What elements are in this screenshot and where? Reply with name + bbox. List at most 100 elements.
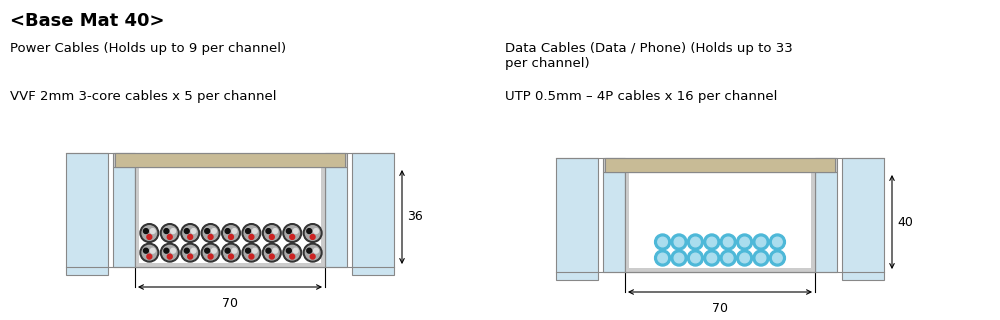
Bar [135,167,325,267]
Text: <Base Mat 40>: <Base Mat 40> [10,12,164,30]
Bar [815,158,837,172]
Circle shape [266,248,271,253]
Circle shape [142,226,157,240]
Circle shape [229,235,233,239]
Bar [66,153,108,275]
Bar [603,172,625,272]
Bar [842,158,884,280]
Circle shape [191,228,196,234]
Circle shape [314,248,318,253]
Bar [625,268,815,272]
Circle shape [769,234,785,250]
Circle shape [723,237,733,247]
Circle shape [140,224,159,242]
Circle shape [142,245,157,260]
Circle shape [305,245,320,260]
Circle shape [150,228,155,234]
Circle shape [232,248,237,253]
Text: VVF 2mm 3-core cables x 5 per channel: VVF 2mm 3-core cables x 5 per channel [10,90,276,103]
Circle shape [753,250,769,266]
Circle shape [305,226,320,240]
Circle shape [167,235,172,239]
Circle shape [144,248,148,253]
Circle shape [314,228,318,234]
Circle shape [232,228,237,234]
Circle shape [273,228,278,234]
Circle shape [286,248,291,253]
Circle shape [184,248,189,253]
Circle shape [203,245,218,260]
Bar [811,172,815,272]
Circle shape [184,228,189,234]
Circle shape [229,254,233,259]
Circle shape [691,253,700,263]
Circle shape [290,254,295,259]
Circle shape [201,243,220,262]
Circle shape [307,248,312,253]
Circle shape [286,228,291,234]
Bar [352,153,394,275]
Circle shape [655,250,671,266]
Circle shape [285,245,300,260]
Text: Data Cables (Data / Phone) (Holds up to 33
per channel): Data Cables (Data / Phone) (Holds up to … [505,42,793,70]
Circle shape [162,226,177,240]
Circle shape [147,254,152,259]
Circle shape [160,224,179,242]
Circle shape [144,228,148,234]
Circle shape [707,237,717,247]
Bar [815,172,837,272]
Bar [135,167,325,267]
Circle shape [262,224,281,242]
Bar [625,172,815,272]
Circle shape [773,237,782,247]
Circle shape [225,248,230,253]
Bar [556,158,598,280]
Circle shape [737,250,753,266]
Circle shape [707,253,717,263]
Circle shape [150,248,155,253]
Circle shape [655,234,671,250]
Bar [325,167,347,267]
Circle shape [183,226,197,240]
Circle shape [293,248,298,253]
Circle shape [285,226,300,240]
Bar [605,158,835,172]
Circle shape [658,237,667,247]
Circle shape [265,245,279,260]
Circle shape [671,250,687,266]
Bar [113,153,135,167]
Circle shape [265,226,279,240]
Circle shape [164,228,169,234]
Circle shape [737,234,753,250]
Circle shape [658,253,667,263]
Circle shape [212,248,216,253]
Circle shape [740,237,749,247]
Circle shape [687,234,703,250]
Circle shape [181,224,200,242]
Circle shape [249,254,254,259]
Circle shape [290,235,295,239]
Bar [115,153,345,167]
Circle shape [181,243,200,262]
Circle shape [303,224,322,242]
Circle shape [269,235,274,239]
Bar [625,172,629,272]
Circle shape [246,228,250,234]
Circle shape [303,243,322,262]
Circle shape [203,226,218,240]
Circle shape [720,250,736,266]
Bar [625,172,815,272]
Text: UTP 0.5mm – 4P cables x 16 per channel: UTP 0.5mm – 4P cables x 16 per channel [505,90,777,103]
Circle shape [246,248,250,253]
Circle shape [704,250,720,266]
Circle shape [283,243,302,262]
Circle shape [222,224,240,242]
Circle shape [224,226,238,240]
Circle shape [244,245,259,260]
Circle shape [249,235,254,239]
Circle shape [769,250,785,266]
Circle shape [753,234,769,250]
Circle shape [140,243,159,262]
Circle shape [293,228,298,234]
Circle shape [671,234,687,250]
